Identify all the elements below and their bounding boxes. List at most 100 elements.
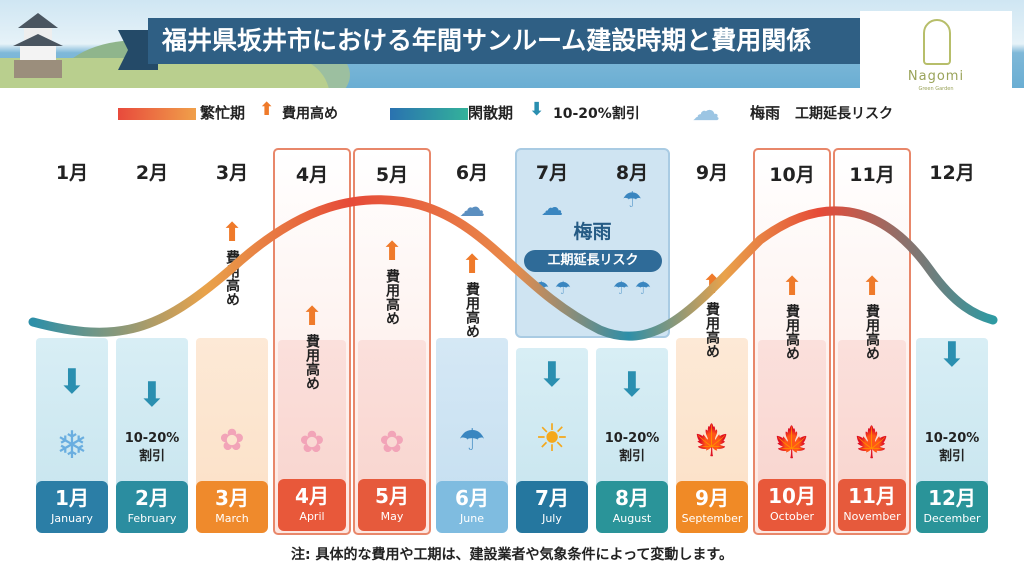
month-column: 4月 ⬆ 費用高め ✿ 4月 April [273, 148, 351, 535]
month-footer-en: September [681, 512, 743, 525]
up-arrow-icon: ⬆ [781, 272, 803, 302]
month-column: 8月 ⬇ 10-20% 割引 ☂ ☂ ☂ 8月 August [593, 148, 671, 535]
month-label: 9月 [695, 162, 729, 184]
month-footer-jp: 6月 [455, 486, 489, 510]
discount-label: 10-20% 割引 [124, 431, 180, 464]
sakura-icon: ✿ [299, 425, 325, 460]
month-column: 7月 ⬇ ☀ ☁ ☂ ☂ 7月 July [513, 148, 591, 535]
down-arrow-icon: ⬇ [137, 375, 167, 415]
cost-high-label: 費用高め [224, 250, 240, 306]
rain-cloud-icon: ☁ [692, 94, 720, 127]
maple-leaf-icon: 🍁 [853, 425, 891, 460]
up-arrow-icon: ⬆ [301, 302, 323, 332]
legend-off-label: 閑散期 [468, 104, 514, 122]
month-column: 9月 ⬆ 費用高め 🍁 9月 September [673, 148, 751, 535]
month-column: 6月 ⬆ 費用高め ☂ ☁ 6月 June [433, 148, 511, 535]
up-arrow-icon: ⬆ [221, 218, 243, 248]
month-column: 5月 ⬆ 費用高め ✿ 5月 May [353, 148, 431, 535]
month-column: 10月 ⬆ 費用高め 🍁 10月 October [753, 148, 831, 535]
month-label: 2月 [135, 162, 169, 184]
up-arrow-icon: ⬆ [701, 270, 723, 300]
umbrella-icon: ☂ ☂ [613, 278, 651, 299]
cost-high-label: 費用高め [864, 304, 880, 360]
month-footer: 8月 August [596, 481, 668, 533]
legend-busy-label: 繁忙期 [200, 104, 246, 122]
month-footer-jp: 8月 [615, 486, 649, 510]
rainy-season-risk-badge: 工期延長リスク [524, 250, 662, 272]
page-title: 福井県坂井市における年間サンルーム建設時期と費用関係 [148, 18, 863, 64]
logo-subtitle: Green Garden [918, 86, 954, 92]
busy-gradient-bar [118, 108, 196, 120]
logo: Nagomi Green Garden [860, 11, 1012, 95]
month-footer-jp: 1月 [55, 486, 89, 510]
month-footer-jp: 9月 [695, 486, 729, 510]
month-column: 2月 ⬇ 10-20% 割引 2月 February [113, 148, 191, 535]
snowflake-icon: ❄ [56, 423, 88, 467]
discount-label: 10-20% 割引 [604, 431, 660, 464]
month-footer: 10月 October [758, 479, 826, 531]
month-footer-en: December [923, 512, 981, 525]
cost-high-label: 費用高め [704, 302, 720, 358]
month-label: 6月 [455, 162, 489, 184]
sakura-icon: ✿ [379, 425, 405, 460]
month-footer: 4月 April [278, 479, 346, 531]
rainy-season-title: 梅雨 [573, 221, 612, 243]
month-label: 10月 [769, 164, 815, 186]
down-arrow-icon: ⬇ [537, 355, 567, 395]
month-footer-en: July [542, 512, 562, 525]
month-label: 3月 [215, 162, 249, 184]
month-footer-jp: 12月 [928, 486, 976, 510]
month-label: 4月 [295, 164, 329, 186]
month-footer: 9月 September [676, 481, 748, 533]
month-footer: 3月 March [196, 481, 268, 533]
month-label: 12月 [929, 162, 975, 184]
umbrella-icon: ☂ [622, 188, 642, 213]
legend-rain-label: 梅雨 [750, 104, 781, 122]
month-footer-en: June [460, 512, 484, 525]
maple-leaf-icon: 🍁 [773, 425, 811, 460]
month-footer: 7月 July [516, 481, 588, 533]
month-footer-jp: 4月 [295, 484, 329, 508]
month-label: 1月 [55, 162, 89, 184]
month-footer: 5月 May [358, 479, 426, 531]
month-footer-jp: 10月 [768, 484, 816, 508]
month-column: 12月 ⬇ 10-20% 割引 12月 December [913, 148, 991, 535]
month-label: 11月 [849, 164, 895, 186]
month-footer: 1月 January [36, 481, 108, 533]
month-footer-jp: 11月 [848, 484, 896, 508]
month-footer-jp: 5月 [375, 484, 409, 508]
up-arrow-icon: ⬆ [461, 250, 483, 280]
cost-high-label: 費用高め [384, 269, 400, 325]
month-column: 1月 ⬇ ❄ 1月 January [33, 148, 111, 535]
logo-name: Nagomi [907, 69, 965, 84]
up-arrow-icon: ⬆ [861, 272, 883, 302]
month-footer-en: October [769, 510, 815, 523]
month-label: 5月 [375, 164, 409, 186]
down-arrow-icon: ⬇ [529, 99, 545, 120]
logo-mark [923, 19, 951, 65]
month-footer-en: March [215, 512, 249, 525]
down-arrow-icon: ⬇ [937, 335, 967, 375]
cost-high-label: 費用高め [464, 282, 480, 338]
month-label: 7月 [535, 162, 569, 184]
umbrella-icon: ☂ ☂ [533, 278, 571, 299]
legend: 繁忙期 ⬆ 費用高め 閑散期 ⬇ 10-20%割引 ☁ 梅雨 工期延長リスク [0, 94, 1024, 128]
legend-off-effect: 10-20%割引 [553, 106, 640, 122]
castle-icon [13, 13, 63, 78]
month-footer-en: January [51, 512, 93, 525]
legend-busy-effect: 費用高め [282, 106, 338, 122]
month-column: 11月 ⬆ 費用高め 🍁 11月 November [833, 148, 911, 535]
month-footer-jp: 7月 [535, 486, 569, 510]
month-column: 3月 ⬆ 費用高め ✿ 3月 March [193, 148, 271, 535]
month-footer-jp: 2月 [135, 486, 169, 510]
cost-high-label: 費用高め [784, 304, 800, 360]
cost-high-label: 費用高め [304, 334, 320, 390]
month-footer: 11月 November [838, 479, 906, 531]
month-footer-en: February [127, 512, 177, 525]
month-footer-jp: 3月 [215, 486, 249, 510]
footnote: 注: 具体的な費用や工期は、建設業者や気象条件によって変動します。 [291, 547, 733, 563]
month-footer-en: November [843, 510, 901, 523]
maple-leaf-icon: 🍁 [693, 423, 731, 458]
rain-cloud-icon: ☁ [459, 193, 485, 223]
legend-rain-effect: 工期延長リスク [795, 106, 893, 122]
